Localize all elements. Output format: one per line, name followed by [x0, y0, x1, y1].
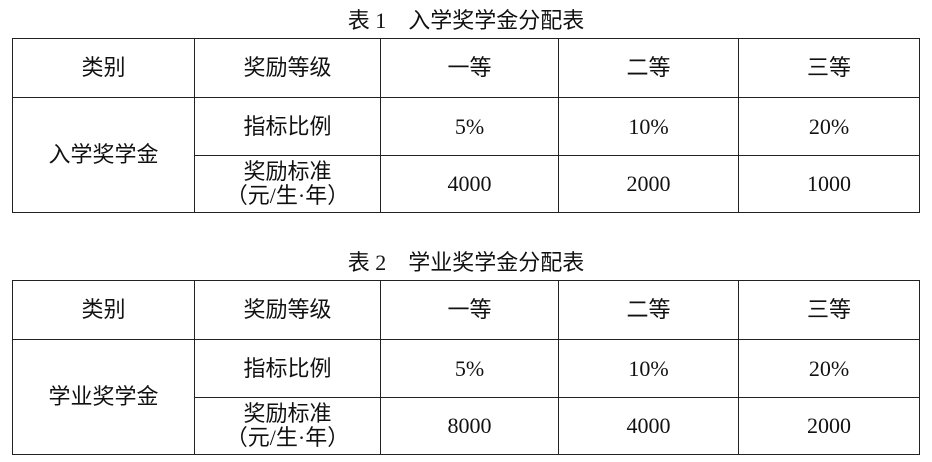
header-cell: 三等 — [738, 38, 920, 98]
value-cell: 2000 — [558, 155, 739, 213]
table-row: 奖励标准 （元/生·年） 4000 2000 1000 — [13, 155, 920, 213]
scholarship-table: 类别 奖励等级 一等 二等 三等 学业奖学金 指标比例 5% 10% 20% 奖励标准 （元/… — [12, 280, 920, 455]
header-cell: 二等 — [558, 38, 739, 98]
header-cell: 类别 — [12, 38, 195, 98]
value-cell: 10% — [558, 339, 739, 398]
value-cell: 2000 — [738, 397, 920, 455]
row-label-line2: （元/生·年） — [225, 183, 350, 208]
value-cell: 4000 — [380, 155, 559, 213]
table-row: 奖励标准 （元/生·年） 8000 4000 2000 — [13, 397, 920, 455]
header-row: 类别 奖励等级 一等 二等 三等 — [12, 280, 920, 340]
row-label-line1: 奖励标准 — [243, 401, 332, 426]
row-label: 奖励标准 （元/生·年） — [194, 155, 381, 213]
category-cell: 入学奖学金 — [12, 97, 195, 213]
table-row: 学业奖学金 指标比例 5% 10% 20% — [12, 339, 920, 455]
table-caption: 表 2 学业奖学金分配表 — [347, 250, 585, 275]
table-caption: 表 1 入学奖学金分配表 — [347, 8, 585, 33]
row-label: 指标比例 — [194, 339, 381, 398]
row-label-line2: （元/生·年） — [225, 425, 350, 450]
header-cell: 奖励等级 — [194, 38, 381, 98]
row-label-line1: 奖励标准 — [243, 159, 332, 184]
scholarship-table: 类别 奖励等级 一等 二等 三等 入学奖学金 指标比例 5% 10% 20% 奖励标准 （元/… — [12, 38, 920, 213]
header-cell: 二等 — [558, 280, 739, 340]
header-cell: 奖励等级 — [194, 280, 381, 340]
header-cell: 三等 — [738, 280, 920, 340]
header-cell: 一等 — [380, 38, 559, 98]
row-label: 指标比例 — [194, 97, 381, 156]
value-cell: 5% — [380, 339, 559, 398]
table-row: 入学奖学金 指标比例 5% 10% 20% — [12, 97, 920, 213]
value-cell: 8000 — [380, 397, 559, 455]
value-cell: 20% — [738, 339, 920, 398]
header-cell: 类别 — [12, 280, 195, 340]
value-cell: 5% — [380, 97, 559, 156]
category-cell: 学业奖学金 — [12, 339, 195, 455]
value-cell: 20% — [738, 97, 920, 156]
value-cell: 10% — [558, 97, 739, 156]
header-row: 类别 奖励等级 一等 二等 三等 — [12, 38, 920, 98]
value-cell: 4000 — [558, 397, 739, 455]
row-label: 奖励标准 （元/生·年） — [194, 397, 381, 455]
header-cell: 一等 — [380, 280, 559, 340]
value-cell: 1000 — [738, 155, 920, 213]
